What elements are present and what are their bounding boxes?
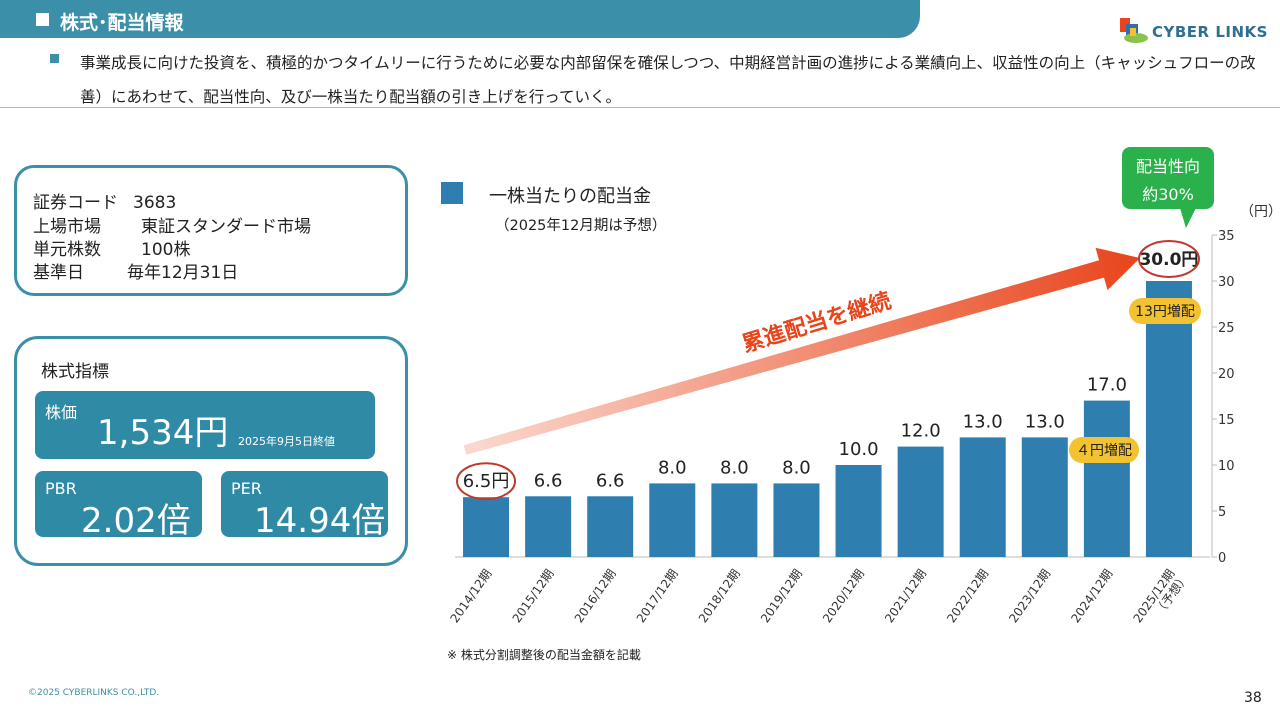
info-value: 100株 <box>141 240 191 260</box>
title-square-icon <box>36 13 49 26</box>
x-tick-label: 2023/12期 <box>1006 567 1053 626</box>
y-tick-label: 20 <box>1218 367 1235 382</box>
bar <box>711 483 758 557</box>
bar <box>587 496 634 557</box>
badge-2025 <box>1129 298 1201 324</box>
info-row-market: 上場市場 東証スタンダード市場 <box>33 212 311 237</box>
price-note: 2025年9月5日終値 <box>238 435 335 448</box>
price-value: 1,534円 <box>97 413 229 453</box>
logo-mark-icon <box>1120 18 1148 43</box>
growth-arrow <box>463 247 1141 455</box>
data-label: 12.0 <box>901 421 941 442</box>
x-tick-label: 2019/12期 <box>758 567 805 626</box>
callout-line2: 約30% <box>1142 185 1194 204</box>
callout-pointer <box>1180 208 1196 228</box>
bar <box>897 446 944 557</box>
footnote: ※ 株式分割調整後の配当金額を記載 <box>447 648 641 662</box>
x-tick-label: 2015/12期 <box>510 567 557 626</box>
y-unit-label: （円） <box>1240 204 1280 220</box>
info-row-record-date: 基準日 毎年12月31日 <box>33 258 238 283</box>
data-label: 8.0 <box>658 457 687 478</box>
y-tick-label: 0 <box>1218 551 1226 566</box>
info-row-code: 証券コード 3683 <box>33 188 176 213</box>
legend-note: （2025年12月期は予想） <box>495 218 667 234</box>
page-title: 株式･配当情報 <box>60 12 184 34</box>
price-label: 株価 <box>45 403 78 422</box>
bullet-icon <box>50 54 59 63</box>
y-tick-label: 25 <box>1218 321 1235 336</box>
y-tick-label: 15 <box>1218 413 1235 428</box>
bar <box>959 437 1006 557</box>
x-tick-label: 2021/12期 <box>882 567 929 626</box>
info-value: 東証スタンダード市場 <box>141 217 311 237</box>
bar <box>773 483 820 557</box>
info-label: 単元株数 <box>33 240 101 260</box>
y-tick-label: 10 <box>1218 459 1235 474</box>
per-card: PER 14.94倍 <box>221 471 388 541</box>
company-logo: CYBER LINKS <box>1116 16 1276 46</box>
bar <box>1021 437 1068 557</box>
page-number: 38 <box>1244 690 1262 706</box>
header-bar: 株式･配当情報 <box>0 0 920 38</box>
highlight-circle <box>456 462 517 501</box>
stock-indicators-box: 株式指標 株価 1,534円 2025年9月5日終値 PBR 2.02倍 PER… <box>14 336 408 566</box>
data-label: 17.0 <box>1087 375 1127 396</box>
badge-2024-text: ４円増配 <box>1076 443 1132 459</box>
x-tick-label: 2016/12期 <box>572 567 619 626</box>
data-label: 6.6 <box>596 470 625 491</box>
x-tick-label: 2017/12期 <box>634 567 681 626</box>
pbr-card: PBR 2.02倍 <box>35 471 202 541</box>
y-tick-label: 5 <box>1218 505 1226 520</box>
data-label: 8.0 <box>720 457 749 478</box>
per-label: PER <box>231 479 262 498</box>
per-value: 14.94倍 <box>254 501 386 541</box>
data-label: 6.6 <box>534 470 563 491</box>
x-tick-label: 2020/12期 <box>820 567 867 626</box>
bar <box>835 465 882 557</box>
logo-text: CYBER LINKS <box>1152 23 1268 41</box>
copyright: ©2025 CYBERLINKS CO.,LTD. <box>28 688 160 698</box>
price-card: 株価 1,534円 2025年9月5日終値 <box>35 391 375 459</box>
indicators-title: 株式指標 <box>41 362 109 382</box>
bar <box>1083 400 1130 557</box>
legend-label: 一株当たりの配当金 <box>489 186 651 207</box>
intro-text: 事業成長に向けた投資を、積極的かつタイムリーに行うために必要な内部留保を確保しつ… <box>80 54 1256 106</box>
info-row-unit: 単元株数 100株 <box>33 235 190 260</box>
x-tick-label: 2014/12期 <box>448 567 495 626</box>
y-tick-label: 30 <box>1218 275 1235 290</box>
x-tick-label: 2024/12期 <box>1068 567 1115 626</box>
info-value: 3683 <box>133 193 177 213</box>
payout-callout <box>1122 147 1214 209</box>
info-value: 毎年12月31日 <box>127 263 239 283</box>
data-label: 8.0 <box>782 457 811 478</box>
callout-line1: 配当性向 <box>1136 157 1200 176</box>
data-label: 10.0 <box>839 439 879 460</box>
highlight-circle <box>1137 240 1200 278</box>
data-label: 13.0 <box>963 411 1003 432</box>
legend-swatch <box>441 182 463 204</box>
x-tick-label: 2018/12期 <box>696 567 743 626</box>
bar <box>1145 281 1192 557</box>
info-label: 上場市場 <box>33 217 101 237</box>
data-label: 13.0 <box>1025 411 1065 432</box>
bar <box>649 483 696 557</box>
data-label: 30.0円 <box>1139 250 1198 270</box>
x-tick-label: 2022/12期 <box>944 567 991 626</box>
badge-2024 <box>1069 437 1139 463</box>
bar <box>463 497 510 557</box>
arrow-shape <box>463 247 1141 455</box>
data-label: 6.5円 <box>463 471 510 492</box>
info-label: 基準日 <box>33 263 84 283</box>
bar <box>525 496 572 557</box>
divider <box>0 107 1280 108</box>
badge-2025-text: 13円増配 <box>1135 304 1195 320</box>
pbr-label: PBR <box>45 479 77 498</box>
stock-info-box: 証券コード 3683 上場市場 東証スタンダード市場 単元株数 100株 基準日 毎年1… <box>14 165 408 296</box>
info-label: 証券コード <box>33 193 118 213</box>
pbr-value: 2.02倍 <box>81 501 191 541</box>
y-tick-label: 35 <box>1218 229 1235 244</box>
